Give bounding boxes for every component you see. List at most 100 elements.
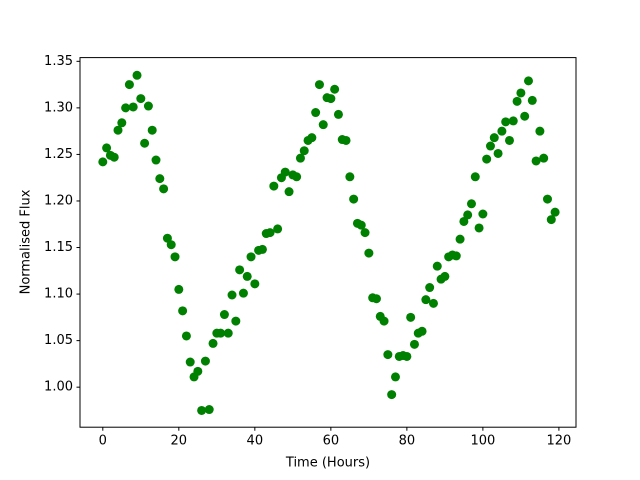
point bbox=[181, 331, 191, 341]
point bbox=[425, 283, 435, 293]
point bbox=[364, 248, 374, 258]
point bbox=[508, 116, 518, 126]
point bbox=[292, 172, 302, 182]
point bbox=[147, 125, 157, 135]
x-tick-label: 100 bbox=[470, 434, 495, 449]
point bbox=[132, 70, 142, 80]
x-tick-label: 40 bbox=[247, 434, 264, 449]
point bbox=[265, 228, 275, 238]
point bbox=[311, 108, 321, 118]
point bbox=[356, 220, 366, 230]
point bbox=[257, 244, 267, 254]
point bbox=[546, 215, 556, 225]
point bbox=[341, 135, 351, 145]
point bbox=[428, 298, 438, 308]
point bbox=[485, 141, 495, 151]
point bbox=[208, 338, 218, 348]
point bbox=[345, 172, 355, 182]
point bbox=[200, 356, 210, 366]
point bbox=[451, 251, 461, 261]
point bbox=[204, 405, 214, 415]
point bbox=[140, 138, 150, 148]
point bbox=[284, 187, 294, 197]
point bbox=[193, 366, 203, 376]
point bbox=[246, 252, 256, 262]
point bbox=[550, 207, 560, 217]
point bbox=[421, 295, 431, 305]
point bbox=[474, 223, 484, 233]
x-tick-label: 80 bbox=[399, 434, 416, 449]
point bbox=[159, 184, 169, 194]
y-tick-label: 1.25 bbox=[44, 147, 73, 162]
y-tick-label: 1.05 bbox=[44, 333, 73, 348]
x-axis-label: Time (Hours) bbox=[285, 456, 370, 471]
point bbox=[242, 271, 252, 281]
point bbox=[478, 209, 488, 219]
point bbox=[185, 357, 195, 367]
point bbox=[463, 210, 473, 220]
point bbox=[390, 372, 400, 382]
point bbox=[371, 294, 381, 304]
point bbox=[523, 76, 533, 86]
point bbox=[155, 174, 165, 184]
point bbox=[219, 310, 229, 320]
point bbox=[227, 290, 237, 300]
point bbox=[360, 228, 370, 238]
point bbox=[178, 306, 188, 316]
point bbox=[216, 328, 226, 338]
point bbox=[493, 148, 503, 158]
point bbox=[269, 181, 279, 191]
point bbox=[516, 88, 526, 98]
point bbox=[406, 312, 416, 322]
point bbox=[409, 339, 419, 349]
point bbox=[512, 96, 522, 106]
point bbox=[466, 199, 476, 209]
point bbox=[250, 279, 260, 289]
point bbox=[121, 103, 131, 113]
point bbox=[387, 390, 397, 400]
point bbox=[379, 316, 389, 326]
x-tick-label: 60 bbox=[323, 434, 340, 449]
point bbox=[326, 94, 336, 104]
y-axis-label: Normalised Flux bbox=[19, 189, 34, 294]
point bbox=[235, 265, 245, 275]
point bbox=[470, 172, 480, 182]
point bbox=[295, 153, 305, 163]
point bbox=[402, 351, 412, 361]
y-tick-label: 1.20 bbox=[44, 193, 73, 208]
point bbox=[299, 146, 309, 156]
point bbox=[174, 284, 184, 294]
point bbox=[109, 152, 119, 162]
point bbox=[124, 80, 134, 90]
plot-frame bbox=[79, 57, 577, 428]
point bbox=[440, 271, 450, 281]
point bbox=[455, 234, 465, 244]
point bbox=[162, 233, 172, 243]
point bbox=[273, 224, 283, 234]
point bbox=[98, 157, 108, 167]
point bbox=[497, 126, 507, 136]
x-tick-label: 120 bbox=[546, 434, 571, 449]
point bbox=[333, 109, 343, 119]
y-tick-label: 1.35 bbox=[44, 54, 73, 69]
point bbox=[520, 111, 530, 121]
point bbox=[417, 326, 427, 336]
point bbox=[102, 143, 112, 153]
point bbox=[531, 156, 541, 166]
point bbox=[482, 154, 492, 164]
point bbox=[117, 118, 127, 128]
point bbox=[539, 153, 549, 163]
point bbox=[197, 405, 207, 415]
point bbox=[128, 102, 138, 112]
x-tick-label: 20 bbox=[171, 434, 188, 449]
point bbox=[314, 80, 324, 90]
y-tick-label: 1.15 bbox=[44, 240, 73, 255]
point bbox=[136, 94, 146, 104]
point bbox=[238, 288, 248, 298]
point bbox=[166, 240, 176, 250]
point bbox=[307, 133, 317, 143]
point bbox=[383, 350, 393, 360]
point bbox=[535, 126, 545, 136]
